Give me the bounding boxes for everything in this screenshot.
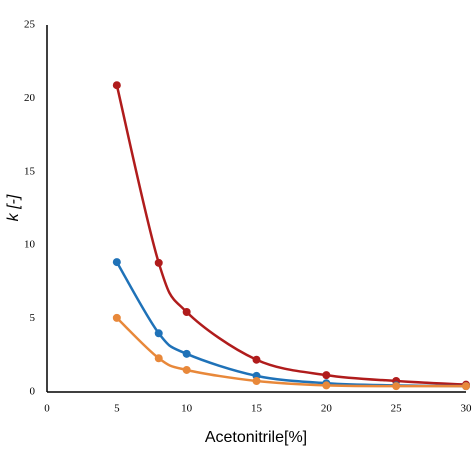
data-point bbox=[462, 382, 470, 391]
y-tick-label: 25 bbox=[24, 19, 36, 31]
data-point bbox=[154, 354, 163, 363]
y-axis-label: k [-] bbox=[5, 194, 22, 221]
x-axis-label: Acetonitrile[%] bbox=[205, 429, 307, 446]
data-point bbox=[322, 381, 331, 390]
data-point bbox=[112, 258, 121, 267]
x-tick-label: 20 bbox=[321, 403, 333, 415]
x-tick-label: 10 bbox=[181, 403, 193, 415]
data-point bbox=[252, 355, 261, 364]
y-tick-label: 20 bbox=[24, 92, 36, 104]
series-line bbox=[115, 84, 467, 386]
y-tick-label: 10 bbox=[24, 239, 36, 251]
data-point bbox=[322, 371, 331, 380]
y-tick-label: 5 bbox=[30, 312, 36, 324]
series-line bbox=[115, 261, 467, 388]
x-tick-label: 15 bbox=[251, 403, 263, 415]
data-point bbox=[392, 382, 401, 391]
data-point bbox=[112, 81, 121, 90]
data-point bbox=[252, 376, 261, 385]
data-point bbox=[182, 307, 191, 316]
data-point bbox=[154, 329, 163, 338]
y-tick-label: 0 bbox=[30, 386, 36, 398]
y-tick-label: 15 bbox=[24, 165, 36, 177]
x-tick-label: 25 bbox=[391, 403, 403, 415]
x-tick-label: 5 bbox=[114, 403, 120, 415]
data-point bbox=[182, 349, 191, 358]
data-point bbox=[182, 365, 191, 374]
data-point bbox=[112, 313, 121, 322]
x-tick-label: 30 bbox=[461, 403, 473, 415]
series-line bbox=[115, 316, 467, 388]
data-point bbox=[154, 258, 163, 267]
x-tick-label: 0 bbox=[44, 403, 50, 415]
